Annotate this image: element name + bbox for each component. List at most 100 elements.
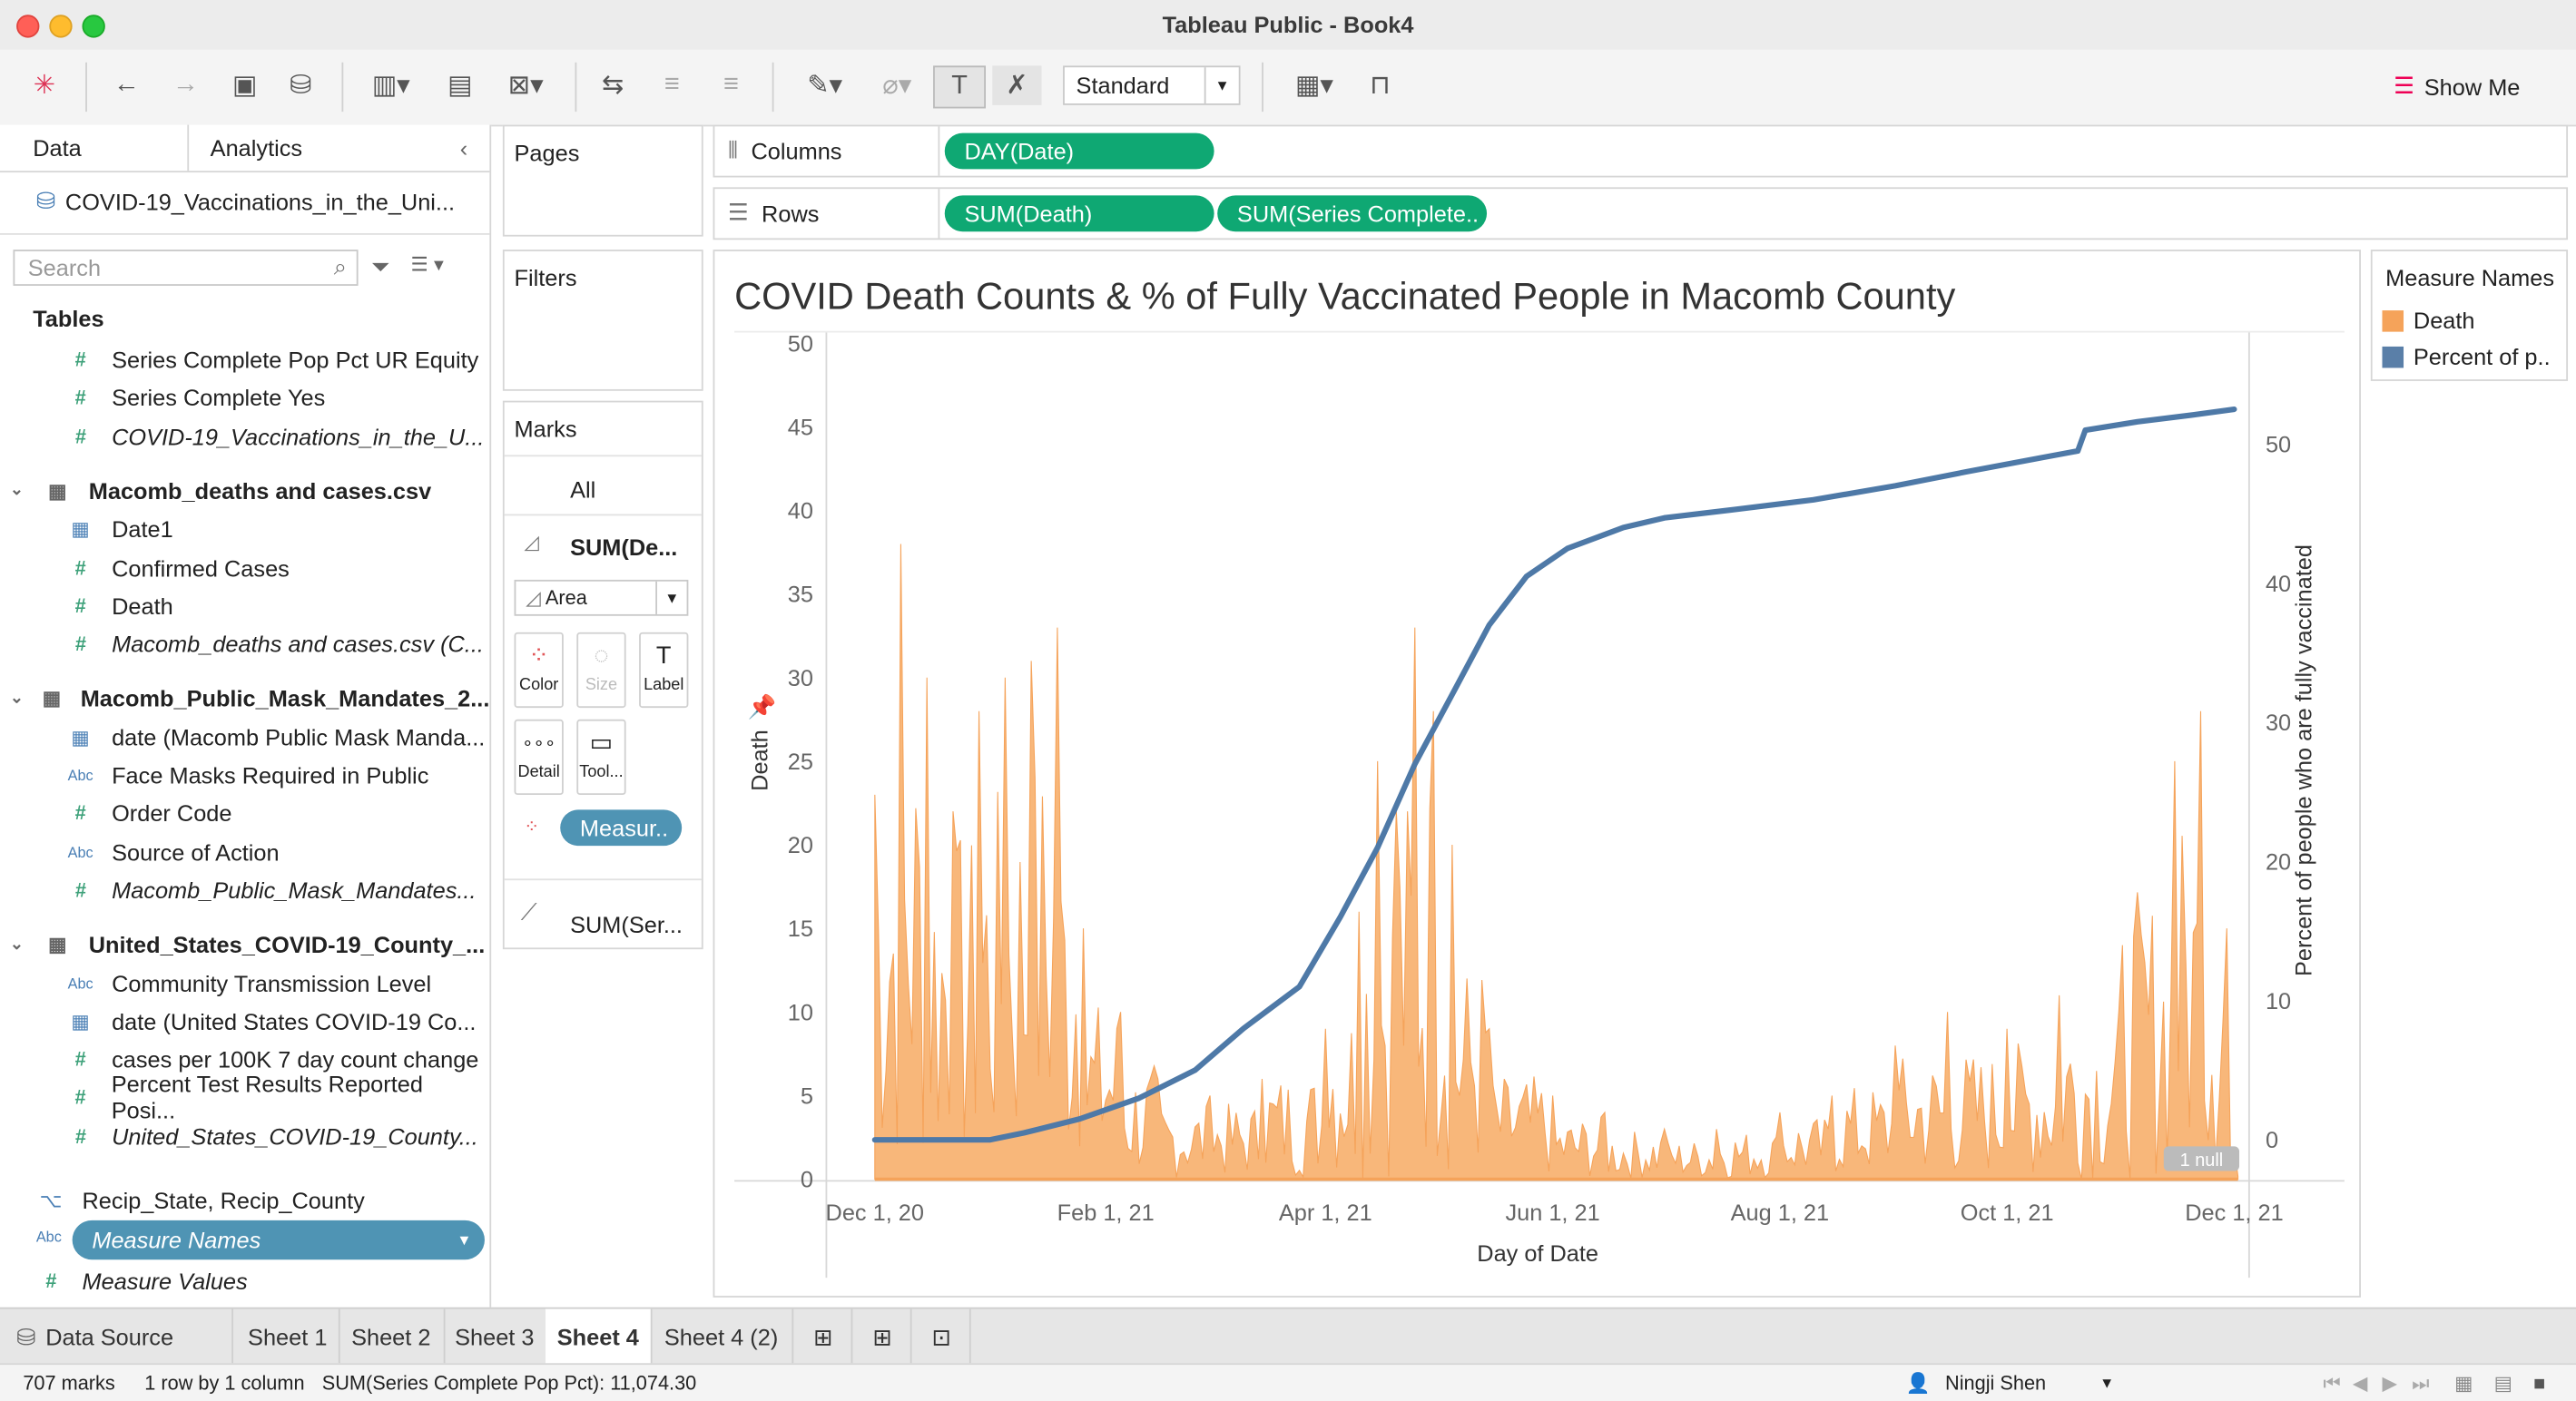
table-row[interactable]: ⌄ ▦ Macomb_deaths and cases.csv <box>0 473 489 509</box>
tooltip-button[interactable]: ▭ Tool... <box>576 719 626 796</box>
presentation-mode-icon[interactable]: ⊓ <box>1370 72 1391 101</box>
size-button[interactable]: ◌ Size <box>576 632 626 709</box>
new-worksheet-icon[interactable]: ⊞ <box>795 1308 853 1366</box>
chevron-down-icon[interactable]: ▼ <box>2099 1374 2115 1392</box>
swap-rows-columns-icon[interactable]: ⇆ <box>601 72 624 101</box>
status-bar: 707 marks 1 row by 1 column SUM(Series C… <box>0 1363 2576 1401</box>
maximize-window-button[interactable] <box>82 15 105 38</box>
clear-sheet-icon[interactable]: ⊠▾ <box>507 72 544 101</box>
new-story-icon[interactable]: ⊡ <box>913 1308 971 1366</box>
sheet-sorter-icon[interactable]: ▦ <box>2454 1371 2473 1395</box>
detail-button[interactable]: ∘∘∘ Detail <box>514 719 564 796</box>
rows-columns-count: 1 row by 1 column <box>144 1371 305 1395</box>
search-input[interactable]: Search ⌕ <box>13 250 359 286</box>
show-mark-labels-icon[interactable]: T <box>933 65 986 109</box>
marks-sum-series-tab[interactable]: SUM(Ser... <box>570 911 683 938</box>
show-me-button[interactable]: ☰ Show Me <box>2394 73 2520 101</box>
tab-sheet-2[interactable]: Sheet 2 <box>339 1308 446 1366</box>
new-worksheet-icon[interactable]: ▥▾ <box>371 72 410 101</box>
collapse-pane-icon[interactable]: ‹ <box>459 134 468 162</box>
area-mark-icon: ◿ <box>526 586 541 610</box>
tab-sheet-4[interactable]: Sheet 4 <box>545 1308 653 1366</box>
sort-descending-icon[interactable]: ≡ <box>723 70 739 99</box>
sum-death-pill[interactable]: SUM(Death) <box>944 195 1214 232</box>
view-options-icon[interactable]: ☰ ▾ <box>410 252 444 277</box>
label-button[interactable]: T Label <box>639 632 689 709</box>
fix-axes-icon[interactable]: ✗ <box>992 65 1042 105</box>
tableau-logo-icon[interactable]: ✳ <box>33 72 56 101</box>
data-source-row[interactable]: ⛁ COVID-19_Vaccinations_in_the_Uni... <box>36 187 455 215</box>
data-source-tab[interactable]: ⛁ Data Source <box>0 1308 234 1366</box>
field-row[interactable]: # Series Complete Yes <box>0 380 489 416</box>
hierarchy-field[interactable]: ⌥ Recip_State, Recip_County <box>0 1182 489 1219</box>
mark-type-dropdown[interactable]: ◿ Area ▼ <box>514 579 689 616</box>
field-row[interactable]: # Order Code <box>0 796 489 832</box>
new-dashboard-icon[interactable]: ⊞ <box>854 1308 912 1366</box>
next-sheet-icon[interactable]: ▶ <box>2382 1371 2398 1395</box>
y-tick-label: 45 <box>788 415 813 440</box>
tab-sheet-3[interactable]: Sheet 3 <box>444 1308 547 1366</box>
measure-names-pill[interactable]: Measur.. <box>560 809 683 847</box>
table-row[interactable]: ⌄ ▦ Macomb_Public_Mask_Mandates_2... <box>0 681 490 717</box>
chevron-down-icon[interactable]: ⌄ <box>9 482 25 500</box>
undo-icon[interactable]: ← <box>113 70 140 99</box>
field-row[interactable]: # Macomb_Public_Mask_Mandates... <box>0 872 489 908</box>
field-row[interactable]: # Series Complete Pop Pct UR Equity <box>0 341 489 377</box>
x-tick-label: Oct 1, 21 <box>1961 1200 2054 1226</box>
save-icon[interactable]: ▣ <box>232 72 258 101</box>
measure-names-field[interactable]: Measure Names ▼ <box>72 1220 485 1260</box>
field-row[interactable]: ▦ Date1 <box>0 511 489 547</box>
minimize-window-button[interactable] <box>49 15 73 38</box>
field-row[interactable]: # COVID-19_Vaccinations_in_the_U... <box>0 418 489 455</box>
chevron-down-icon[interactable]: ⌄ <box>9 690 25 708</box>
sort-ascending-icon[interactable]: ≡ <box>664 70 680 99</box>
field-row[interactable]: # United_States_COVID-19_County... <box>0 1118 489 1154</box>
tab-sheet-1[interactable]: Sheet 1 <box>237 1308 340 1366</box>
field-label: United_States_COVID-19_County_... <box>88 931 486 958</box>
legend-item-percent[interactable]: Percent of p.. <box>2382 343 2551 369</box>
field-row[interactable]: ▦ date (Macomb Public Mask Manda... <box>0 719 489 755</box>
tab-sheet-4-2[interactable]: Sheet 4 (2) <box>651 1308 794 1366</box>
marks-sum-death-tab[interactable]: SUM(De... <box>570 534 678 561</box>
group-members-icon[interactable]: ⌀▾ <box>882 72 912 101</box>
field-row[interactable]: # Macomb_deaths and cases.csv (C... <box>0 626 489 662</box>
field-row[interactable]: # Death <box>0 588 489 624</box>
field-row[interactable]: # cases per 100K 7 day count change <box>0 1042 489 1078</box>
field-row[interactable]: # Confirmed Cases <box>0 549 489 585</box>
field-row[interactable]: Abc Community Transmission Level <box>0 965 489 1001</box>
field-row[interactable]: Abc Face Masks Required in Public <box>0 757 489 793</box>
tab-analytics[interactable]: Analytics <box>210 134 303 162</box>
table-row[interactable]: ⌄ ▦ United_States_COVID-19_County_... <box>0 926 489 963</box>
duplicate-sheet-icon[interactable]: ▤ <box>447 72 473 101</box>
legend-item-death[interactable]: Death <box>2382 307 2475 333</box>
highlight-icon[interactable]: ✎▾ <box>807 72 843 101</box>
user-name[interactable]: Ningji Shen <box>1945 1371 2047 1395</box>
filmstrip-icon[interactable]: ▤ <box>2493 1371 2513 1395</box>
sum-series-complete-pill[interactable]: SUM(Series Complete.. <box>1217 195 1488 232</box>
field-row[interactable]: # Percent Test Results Reported Posi... <box>0 1072 489 1124</box>
measure-values-field[interactable]: # Measure Values <box>0 1263 489 1299</box>
day-date-pill[interactable]: DAY(Date) <box>944 132 1214 170</box>
y2-tick-label: 50 <box>2266 432 2291 457</box>
tabs-view-icon[interactable]: ■ <box>2533 1371 2546 1395</box>
marks-all-tab[interactable]: All <box>570 475 596 503</box>
redo-icon[interactable]: → <box>172 70 200 99</box>
new-data-source-icon[interactable]: ⛁ <box>290 72 312 101</box>
field-row[interactable]: ▦ date (United States COVID-19 Co... <box>0 1004 489 1040</box>
abc-icon: Abc <box>67 767 93 784</box>
field-row[interactable]: Abc Source of Action <box>0 834 489 870</box>
pages-shelf[interactable]: Pages <box>502 124 703 237</box>
show-cards-icon[interactable]: ▦▾ <box>1295 72 1333 101</box>
tab-data[interactable]: Data <box>33 134 82 162</box>
last-sheet-icon[interactable]: ⏭ <box>2412 1371 2430 1395</box>
fit-dropdown[interactable]: Standard ▼ <box>1063 65 1241 105</box>
field-label: COVID-19_Vaccinations_in_the_U... <box>112 423 485 450</box>
filters-shelf[interactable]: Filters <box>502 250 703 391</box>
rows-label: Rows <box>762 199 820 226</box>
first-sheet-icon[interactable]: ⏮ <box>2323 1371 2341 1395</box>
filter-icon[interactable]: ⏷ <box>371 252 390 279</box>
prev-sheet-icon[interactable]: ◀ <box>2352 1371 2368 1395</box>
chevron-down-icon[interactable]: ⌄ <box>9 936 25 955</box>
close-window-button[interactable] <box>16 15 40 38</box>
color-button[interactable]: ⁘ Color <box>514 632 564 709</box>
